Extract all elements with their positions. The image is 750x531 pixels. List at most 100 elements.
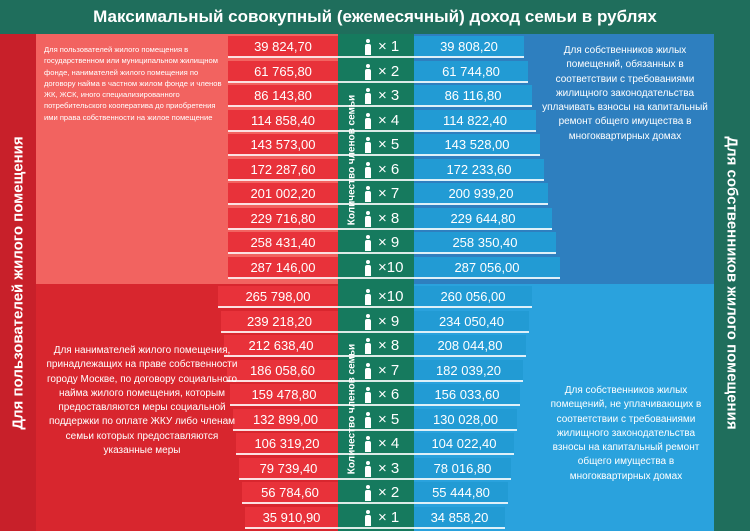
right-value-cell: 234 050,40: [414, 311, 529, 333]
left-value-cell: 159 478,80: [230, 384, 338, 406]
person-icon: [364, 510, 372, 526]
family-size-count: × 8: [378, 337, 400, 354]
family-size-count: × 7: [378, 185, 400, 202]
left-value-cell: 79 739,40: [239, 458, 338, 480]
left-value-cell: 172 287,60: [228, 159, 338, 181]
family-size-cell: × 3: [338, 85, 414, 107]
bottom-right-description: Для собственников жилых помещений, не уп…: [550, 385, 702, 482]
right-strip-label: Для собственников жилого помещения: [723, 135, 741, 430]
person-icon: [364, 64, 372, 80]
person-icon: [364, 436, 372, 452]
family-size-cell: ×10: [338, 257, 414, 279]
right-value-cell: 39 808,20: [414, 36, 524, 58]
person-icon: [364, 162, 372, 178]
person-icon: [364, 412, 372, 428]
family-size-count: × 5: [378, 136, 400, 153]
person-icon: [364, 211, 372, 227]
left-value-cell: 212 638,40: [224, 335, 338, 357]
family-size-cell: × 6: [338, 159, 414, 181]
family-size-count: × 4: [378, 112, 400, 129]
right-value-cell: 86 116,80: [414, 85, 532, 107]
family-size-count: × 4: [378, 435, 400, 452]
right-value-cell: 104 022,40: [414, 433, 514, 455]
family-size-cell: ×10: [338, 286, 414, 308]
right-value-cell: 55 444,80: [414, 482, 508, 504]
person-icon: [364, 461, 372, 477]
person-icon: [364, 260, 372, 276]
left-value-cell: 287 146,00: [228, 257, 338, 279]
right-value-cell: 156 033,60: [414, 384, 520, 406]
family-size-count: ×10: [378, 288, 404, 305]
family-size-count: × 2: [378, 484, 400, 501]
family-size-cell: × 1: [338, 507, 414, 529]
family-size-cell: × 7: [338, 183, 414, 205]
center-column: [338, 34, 414, 531]
family-size-cell: × 8: [338, 208, 414, 230]
right-value-cell: 143 528,00: [414, 134, 540, 156]
family-size-count: × 3: [378, 460, 400, 477]
left-strip-label: Для пользователей жилого помещения: [9, 135, 27, 430]
left-strip: Для пользователей жилого помещения: [0, 34, 36, 531]
right-value-cell: 260 056,00: [414, 286, 532, 308]
person-icon: [364, 113, 372, 129]
person-icon: [364, 137, 372, 153]
family-size-cell: × 2: [338, 482, 414, 504]
family-size-count: × 7: [378, 362, 400, 379]
page-title: Максимальный совокупный (ежемесячный) до…: [0, 0, 750, 34]
left-value-cell: 61 765,80: [228, 61, 338, 83]
right-value-cell: 200 939,20: [414, 183, 548, 205]
center-label-top-text: Количество членов семьи: [346, 94, 358, 226]
left-value-cell: 39 824,70: [228, 36, 338, 58]
right-value-cell: 229 644,80: [414, 208, 552, 230]
person-icon: [364, 363, 372, 379]
right-value-cell: 61 744,80: [414, 61, 528, 83]
center-label-bottom-text: Количество членов семьи: [346, 343, 358, 475]
left-value-cell: 239 218,20: [221, 311, 338, 333]
right-value-cell: 258 350,40: [414, 232, 556, 254]
left-value-cell: 265 798,00: [218, 286, 338, 308]
right-value-cell: 78 016,80: [414, 458, 511, 480]
person-icon: [364, 289, 372, 305]
family-size-cell: × 9: [338, 232, 414, 254]
left-value-cell: 143 573,00: [228, 134, 338, 156]
family-size-cell: × 7: [338, 360, 414, 382]
person-icon: [364, 39, 372, 55]
top-right-description: Для собственников жилых помещений, обяза…: [542, 45, 708, 142]
right-value-cell: 130 028,00: [414, 409, 517, 431]
person-icon: [364, 186, 372, 202]
family-size-count: × 2: [378, 63, 400, 80]
person-icon: [364, 338, 372, 354]
left-value-cell: 106 319,20: [236, 433, 338, 455]
family-size-count: ×10: [378, 259, 404, 276]
family-size-cell: × 8: [338, 335, 414, 357]
family-size-cell: × 4: [338, 433, 414, 455]
person-icon: [364, 235, 372, 251]
family-size-count: × 9: [378, 313, 400, 330]
family-size-count: × 5: [378, 411, 400, 428]
left-value-cell: 229 716,80: [228, 208, 338, 230]
right-value-cell: 208 044,80: [414, 335, 526, 357]
family-size-cell: × 9: [338, 311, 414, 333]
left-value-cell: 132 899,00: [233, 409, 338, 431]
left-value-cell: 56 784,60: [242, 482, 338, 504]
family-size-cell: × 2: [338, 61, 414, 83]
family-size-cell: × 3: [338, 458, 414, 480]
family-size-count: × 9: [378, 234, 400, 251]
right-value-cell: 287 056,00: [414, 257, 560, 279]
person-icon: [364, 314, 372, 330]
family-size-count: × 3: [378, 87, 400, 104]
left-value-cell: 258 431,40: [228, 232, 338, 254]
family-size-cell: × 6: [338, 384, 414, 406]
family-size-cell: × 5: [338, 409, 414, 431]
person-icon: [364, 88, 372, 104]
right-value-cell: 34 858,20: [414, 507, 505, 529]
left-value-cell: 186 058,60: [227, 360, 338, 382]
center-label-top: Количество членов семьи: [342, 40, 362, 280]
family-size-count: × 6: [378, 386, 400, 403]
right-strip: Для собственников жилого помещения: [714, 34, 750, 531]
right-value-cell: 172 233,60: [414, 159, 544, 181]
family-size-cell: × 5: [338, 134, 414, 156]
left-value-cell: 114 858,40: [228, 110, 338, 132]
left-value-cell: 86 143,80: [228, 85, 338, 107]
